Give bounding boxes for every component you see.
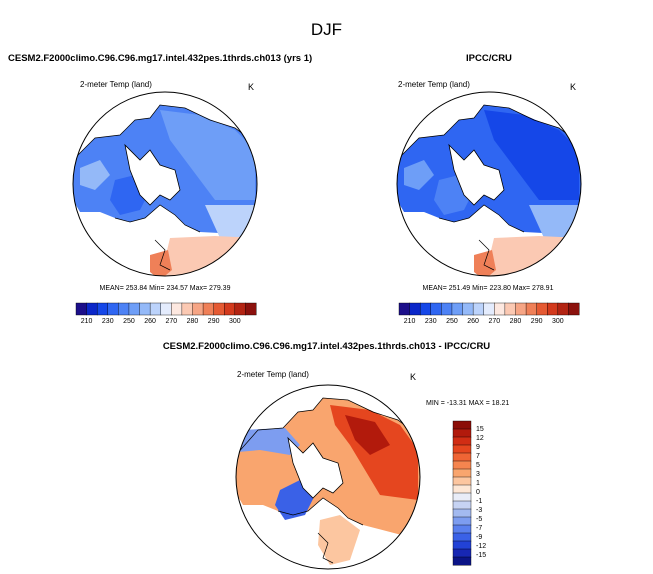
- panel-1-colorbar-tick-label: 260: [144, 318, 156, 325]
- panel-1-colorbar-tick-label: 290: [207, 318, 220, 325]
- panel-3-colorbar-swatch: [452, 548, 472, 558]
- panel-3-variable-label: 2-meter Temp (land): [237, 370, 309, 379]
- panel-3-colorbar-swatch: [452, 460, 472, 470]
- panel-3-colorbar-swatch: [452, 508, 472, 518]
- panel-3-colorbar-tick-label: -5: [476, 516, 483, 523]
- panel-3-colorbar-swatch: [452, 420, 472, 430]
- panel-3-colorbar: [452, 420, 472, 566]
- panel-3-colorbar-swatch: [452, 428, 472, 438]
- panel-3-colorbar-swatch: [452, 532, 472, 542]
- panel-2-europe-warm: [474, 250, 496, 276]
- panel-2-colorbar-swatch: [568, 302, 580, 316]
- panel-3-colorbar-tick-label: -9: [476, 534, 483, 541]
- panel-3-colorbar-tick-label: 0: [476, 489, 480, 496]
- panel-1-alaska: [80, 160, 110, 190]
- panel-1-variable-label: 2-meter Temp (land): [80, 80, 152, 89]
- panel-1-colorbar-tick-label: 250: [123, 318, 135, 325]
- panel-3-colorbar-swatch: [452, 436, 472, 446]
- panel-2-colorbar-ticks: 210 230 250 260 270 280 290 300: [399, 318, 579, 328]
- panel-2-colorbar-tick-label: 260: [467, 318, 479, 325]
- panel-3-colorbar-swatch: [452, 556, 472, 566]
- panel-2-units: K: [570, 82, 577, 92]
- panel-1-colorbar: [75, 302, 257, 316]
- panel-3-arctic-ocean: [287, 436, 344, 499]
- panel-1-colorbar-ticks: 210 230 250 260 270 280 290 300: [76, 318, 256, 328]
- panel-1-map-boundary: [72, 91, 258, 277]
- panel-1-colorbar-tick-label: 210: [80, 318, 93, 325]
- panel-1-units: K: [248, 82, 255, 92]
- panel-3-colorbar-swatch: [452, 492, 472, 502]
- panel-2-colorbar-tick-label: 280: [509, 318, 522, 325]
- panel-1-colorbar-tick-label: 230: [101, 318, 114, 325]
- panel-3-colorbar-swatch: [452, 476, 472, 486]
- panel-3-colorbar-tick-label: -3: [476, 507, 483, 514]
- panel-1-colorbar-tick-label: 300: [228, 318, 241, 325]
- panel-1-title: CESM2.F2000climo.C96.C96.mg17.intel.432p…: [8, 53, 313, 64]
- panel-3-colorbar-swatch: [452, 516, 472, 526]
- panel-3-colorbar-tick-label: 15: [476, 426, 484, 433]
- panel-2-siberia: [484, 110, 579, 200]
- panel-1-colorbar-tick-label: 270: [165, 318, 178, 325]
- panel-1-colorbar-tick-label: 280: [186, 318, 199, 325]
- panel-3-colorbar-swatch: [452, 452, 472, 462]
- panel-2-colorbar-tick-label: 270: [488, 318, 501, 325]
- panel-3-colorbar-swatch: [452, 444, 472, 454]
- panel-3-colorbar-tick-label: -15: [476, 552, 487, 559]
- panel-1-europe-warm: [150, 250, 172, 276]
- panel-1-stats: MEAN= 253.84 Min= 234.57 Max= 279.39: [99, 285, 231, 292]
- figure-title: DJF: [310, 20, 343, 39]
- panel-3-colorbar-tick-label: 9: [476, 444, 480, 451]
- panel-2-stats: MEAN= 251.49 Min= 223.80 Max= 278.91: [422, 285, 554, 292]
- panel-3-colorbar-tick-label: 12: [476, 435, 484, 442]
- panel-3-colorbar-swatch: [452, 484, 472, 494]
- panel-2-coastlines: [397, 104, 581, 271]
- panel-2-map-boundary: [396, 91, 582, 277]
- panel-3-colorbar-swatch: [452, 540, 472, 550]
- panel-2-colorbar: [398, 302, 580, 316]
- panel-3-colorbar-swatch: [452, 500, 472, 510]
- panel-2-alaska: [404, 160, 434, 190]
- panel-2-colorbar-tick-label: 290: [530, 318, 543, 325]
- panel-2-colorbar-tick-label: 250: [446, 318, 458, 325]
- panel-3-colorbar-tick-label: 7: [476, 453, 480, 460]
- panel-3-colorbar-tick-label: -7: [476, 525, 483, 532]
- panel-2-variable-label: 2-meter Temp (land): [398, 80, 470, 89]
- panel-1-siberia: [160, 110, 255, 200]
- panel-3-units: K: [410, 372, 417, 382]
- panel-3-map-boundary: [235, 384, 421, 570]
- panel-1-coastlines: [73, 104, 257, 271]
- panel-1-arctic-ocean: [124, 143, 181, 206]
- panel-3-colorbar-tick-label: -1: [476, 498, 483, 505]
- panel-3-colorbar-tick-label: 3: [476, 471, 480, 478]
- panel-3-title: CESM2.F2000climo.C96.C96.mg17.intel.432p…: [162, 341, 491, 352]
- panel-3-colorbar-tick-label: 1: [476, 480, 480, 487]
- panel-1-colorbar-swatch: [245, 302, 257, 316]
- panel-3-colorbar-tick-label: 5: [476, 462, 480, 469]
- panel-3-colorbar-ticks: 15 12 9 7 5 3 1 0 -1 -3 -5 -7 -9 -12 -15: [476, 421, 506, 565]
- panel-3-colorbar-swatch: [452, 524, 472, 534]
- panel-3-colorbar-tick-label: -12: [476, 543, 487, 550]
- panel-2-colorbar-tick-label: 210: [403, 318, 416, 325]
- panel-3-europe: [318, 515, 360, 565]
- panel-3-stats: MIN = -13.31 MAX = 18.21: [426, 400, 510, 407]
- panel-3-colorbar-swatch: [452, 468, 472, 478]
- panel-2-colorbar-tick-label: 230: [424, 318, 437, 325]
- panel-3-hotspot: [345, 415, 390, 455]
- panel-3-coastlines: [236, 397, 420, 564]
- panel-2-title: IPCC/CRU: [466, 53, 512, 64]
- panel-2-arctic-ocean: [448, 143, 505, 206]
- panel-2-colorbar-tick-label: 300: [551, 318, 564, 325]
